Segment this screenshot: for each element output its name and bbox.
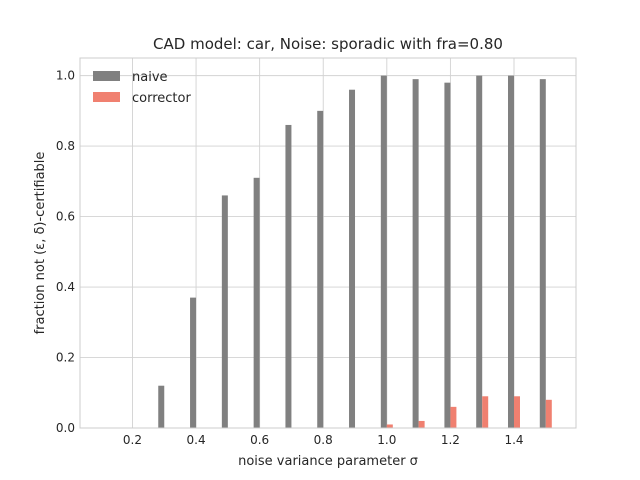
x-tick-label: 0.4 xyxy=(187,433,206,447)
corrector-bar xyxy=(514,396,520,428)
legend-label-naive: naive xyxy=(132,70,168,85)
plot-frame xyxy=(79,57,577,429)
legend-swatch-corrector xyxy=(93,92,120,102)
naive-bar xyxy=(349,89,356,428)
naive-bar xyxy=(476,75,483,428)
x-tick-label: 1.4 xyxy=(504,433,523,447)
y-axis-label: fraction not (ε, δ)-certifiable xyxy=(33,152,48,335)
naive-bar xyxy=(190,297,197,428)
y-tick-label: 0.8 xyxy=(56,139,75,153)
x-tick-labels: 0.2 0.4 0.6 0.8 1.0 1.2 1.4 xyxy=(123,433,524,447)
naive-bar xyxy=(412,79,419,429)
bars xyxy=(158,75,552,429)
corrector-bar xyxy=(450,406,457,428)
y-tick-label: 0.6 xyxy=(56,210,75,224)
naive-bar xyxy=(380,75,387,428)
chart-title: CAD model: car, Noise: sporadic with fra… xyxy=(153,35,503,53)
naive-bar xyxy=(253,177,260,428)
corrector-bar xyxy=(545,399,552,428)
naive-bar xyxy=(221,195,228,428)
legend-swatch-naive xyxy=(93,71,120,81)
legend: naive corrector xyxy=(93,70,191,106)
y-tick-label: 0.2 xyxy=(56,351,75,365)
y-tick-labels: 0.0 0.2 0.4 0.6 0.8 1.0 xyxy=(56,69,75,435)
x-tick-label: 1.0 xyxy=(377,433,396,447)
y-tick-label: 1.0 xyxy=(56,69,75,83)
naive-bar xyxy=(158,385,165,428)
legend-label-corrector: corrector xyxy=(132,91,191,106)
naive-bar xyxy=(508,75,514,428)
x-tick-label: 0.6 xyxy=(250,433,269,447)
corrector-bar xyxy=(482,396,489,428)
naive-bar xyxy=(285,124,292,428)
corrector-bar xyxy=(386,424,393,428)
y-tick-label: 0.0 xyxy=(56,421,75,435)
naive-bar xyxy=(317,110,324,428)
naive-bar xyxy=(539,79,546,429)
x-tick-label: 0.2 xyxy=(123,433,142,447)
corrector-bar xyxy=(418,420,425,428)
x-axis-label: noise variance parameter σ xyxy=(238,454,418,469)
y-tick-label: 0.4 xyxy=(56,280,75,294)
x-tick-label: 1.2 xyxy=(441,433,460,447)
gridlines xyxy=(80,58,576,429)
naive-bar xyxy=(444,82,451,429)
x-tick-label: 0.8 xyxy=(314,433,333,447)
